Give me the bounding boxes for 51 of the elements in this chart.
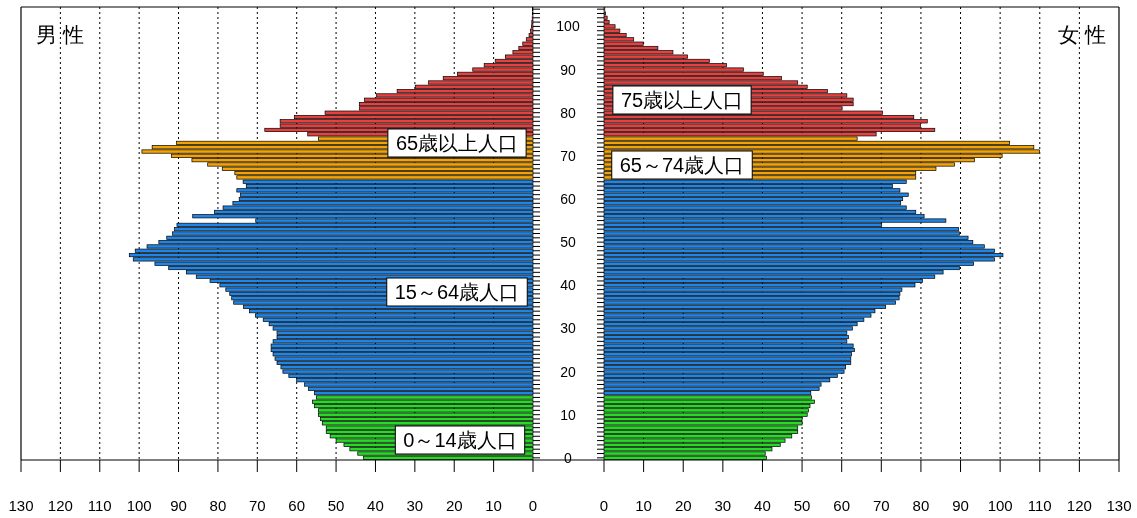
x-tick-label: 110 (1027, 497, 1052, 514)
x-tick-label: 60 (288, 497, 306, 514)
x-tick-label: 50 (793, 497, 811, 514)
annotation: 0～14歳人口 (403, 429, 517, 451)
y-tick-label: 70 (560, 147, 576, 164)
y-tick-label: 50 (560, 234, 576, 251)
x-tick-label: 90 (952, 497, 969, 514)
x-tick-label: 30 (406, 497, 424, 514)
x-tick-label: 10 (635, 497, 652, 514)
x-tick-label: 10 (485, 497, 502, 514)
annotation: 65～74歳人口 (611, 150, 753, 180)
y-tick-label: 90 (560, 61, 576, 78)
x-tick-label: 40 (367, 497, 384, 514)
y-tick-label: 80 (560, 104, 576, 121)
y-tick-label: 40 (560, 277, 576, 294)
text: 女 性 (1058, 23, 1106, 46)
annotation: 15～64歳人口 (386, 277, 528, 307)
annotation: 15～64歳人口 (394, 281, 520, 303)
x-tick-label: 120 (47, 497, 73, 514)
x-tick-label: 90 (170, 497, 187, 514)
annotation: 0～14歳人口 (394, 425, 526, 455)
y-tick-label: 20 (560, 363, 576, 380)
annotation: 65～74歳人口 (619, 154, 745, 176)
x-tick-label: 80 (209, 497, 227, 514)
x-tick-label: 30 (714, 497, 732, 514)
x-tick-label: 70 (248, 497, 266, 514)
x-tick-label: 80 (912, 497, 930, 514)
x-tick-label: 60 (833, 497, 851, 514)
annotation: 75歳以上人口 (620, 89, 744, 111)
y-tick-label: 100 (556, 18, 580, 35)
annotation: 65歳以上人口 (395, 132, 519, 154)
x-tick-label: 40 (754, 497, 771, 514)
x-tick-label: 50 (327, 497, 345, 514)
annotation: 75歳以上人口 (612, 85, 752, 115)
x-tick-label: 120 (1066, 497, 1092, 514)
x-tick-label: 20 (674, 497, 692, 514)
x-tick-label: 20 (445, 497, 463, 514)
y-tick-label: 30 (560, 320, 576, 337)
text: 男 性 (36, 23, 84, 46)
y-tick-label: 60 (560, 190, 576, 207)
x-tick-label: 100 (987, 497, 1013, 514)
x-tick-label: 0 (528, 497, 538, 514)
x-tick-label: 70 (872, 497, 890, 514)
y-tick-label: 10 (560, 406, 576, 423)
x-tick-label: 130 (8, 497, 34, 514)
x-tick-label: 0 (599, 497, 609, 514)
annotation: 65歳以上人口 (387, 128, 527, 158)
x-tick-label: 110 (87, 497, 112, 514)
x-tick-label: 100 (126, 497, 152, 514)
x-tick-label: 130 (1106, 497, 1132, 514)
y-tick-label: 0 (564, 449, 573, 466)
